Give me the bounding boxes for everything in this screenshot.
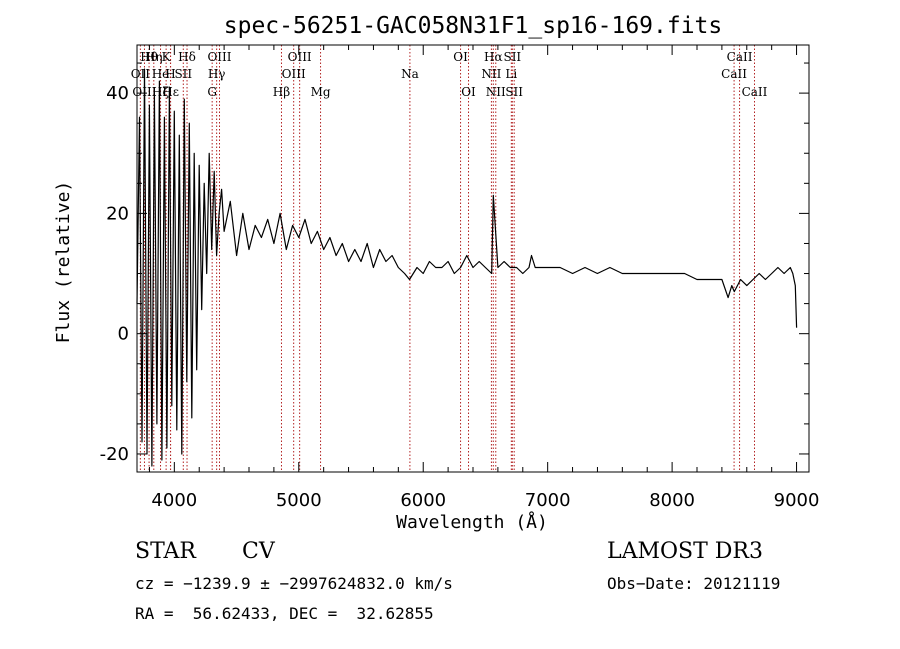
line-marker-label: CaII (721, 67, 747, 81)
axis-ticks: 4000 5000 6000 7000 8000 9000 -20 0 20 40 (100, 45, 820, 511)
observation-date: Obs−Date: 20121119 (607, 574, 781, 593)
x-tick-label: 4000 (151, 490, 197, 511)
x-axis-label: Wavelength (Å) (396, 511, 548, 533)
line-marker-label: OI (453, 50, 468, 64)
chart-title: spec-56251-GAC058N31F1_sp16-169.fits (224, 13, 723, 39)
coordinates: RA = 56.62433, DEC = 32.62855 (135, 604, 434, 623)
y-tick-label: 20 (106, 203, 129, 224)
line-marker-label: NII (481, 67, 501, 81)
line-marker-label: He (152, 67, 170, 81)
x-tick-label: 8000 (649, 490, 695, 511)
spectrum-series-line (136, 68, 798, 467)
line-marker-label: Hθ (140, 50, 158, 64)
y-axis-label: Flux (relative) (53, 181, 74, 344)
y-tick-label: 0 (118, 324, 129, 345)
y-tick-label: -20 (100, 444, 129, 465)
line-marker-label: CaII (742, 85, 768, 99)
line-marker-label: K (162, 50, 172, 64)
line-marker-label: SII (174, 67, 192, 81)
x-tick-label: 5000 (276, 490, 322, 511)
line-marker-label: Hα (484, 50, 503, 64)
line-marker-label: OIII (282, 67, 306, 81)
line-marker-label: Mg (311, 85, 331, 99)
redshift-velocity: cz = −1239.9 ± −2997624832.0 km/s (135, 574, 453, 593)
line-marker-label: Li (505, 67, 517, 81)
line-marker-label: NII (486, 85, 506, 99)
line-marker-label: Hε (162, 85, 179, 99)
line-marker-label: G (207, 85, 217, 99)
line-marker-label: SII (505, 85, 523, 99)
line-marker-label: Hδ (178, 50, 196, 64)
line-marker-label: OIII (288, 50, 312, 64)
survey-name: LAMOST DR3 (607, 539, 763, 564)
line-marker-label: H (165, 67, 175, 81)
line-marker-label: SII (503, 50, 521, 64)
x-tick-label: 9000 (774, 490, 820, 511)
line-marker-label: CaII (727, 50, 753, 64)
line-marker-label: Hβ (273, 85, 290, 99)
y-tick-label: 40 (106, 83, 129, 104)
x-tick-label: 7000 (525, 490, 571, 511)
line-marker-label: OII (131, 67, 151, 81)
line-marker-label: Hγ (208, 67, 226, 81)
x-tick-label: 6000 (400, 490, 446, 511)
object-class: STAR (135, 539, 196, 564)
line-markers (139, 45, 755, 472)
line-marker-label: OIII (207, 50, 231, 64)
line-marker-label: Na (401, 67, 419, 81)
object-subclass: CV (242, 539, 275, 564)
line-marker-label: OI (461, 85, 476, 99)
line-marker-label: Hη (145, 50, 163, 64)
plot-frame (136, 44, 810, 473)
line-marker-label: Hζ (152, 85, 169, 99)
